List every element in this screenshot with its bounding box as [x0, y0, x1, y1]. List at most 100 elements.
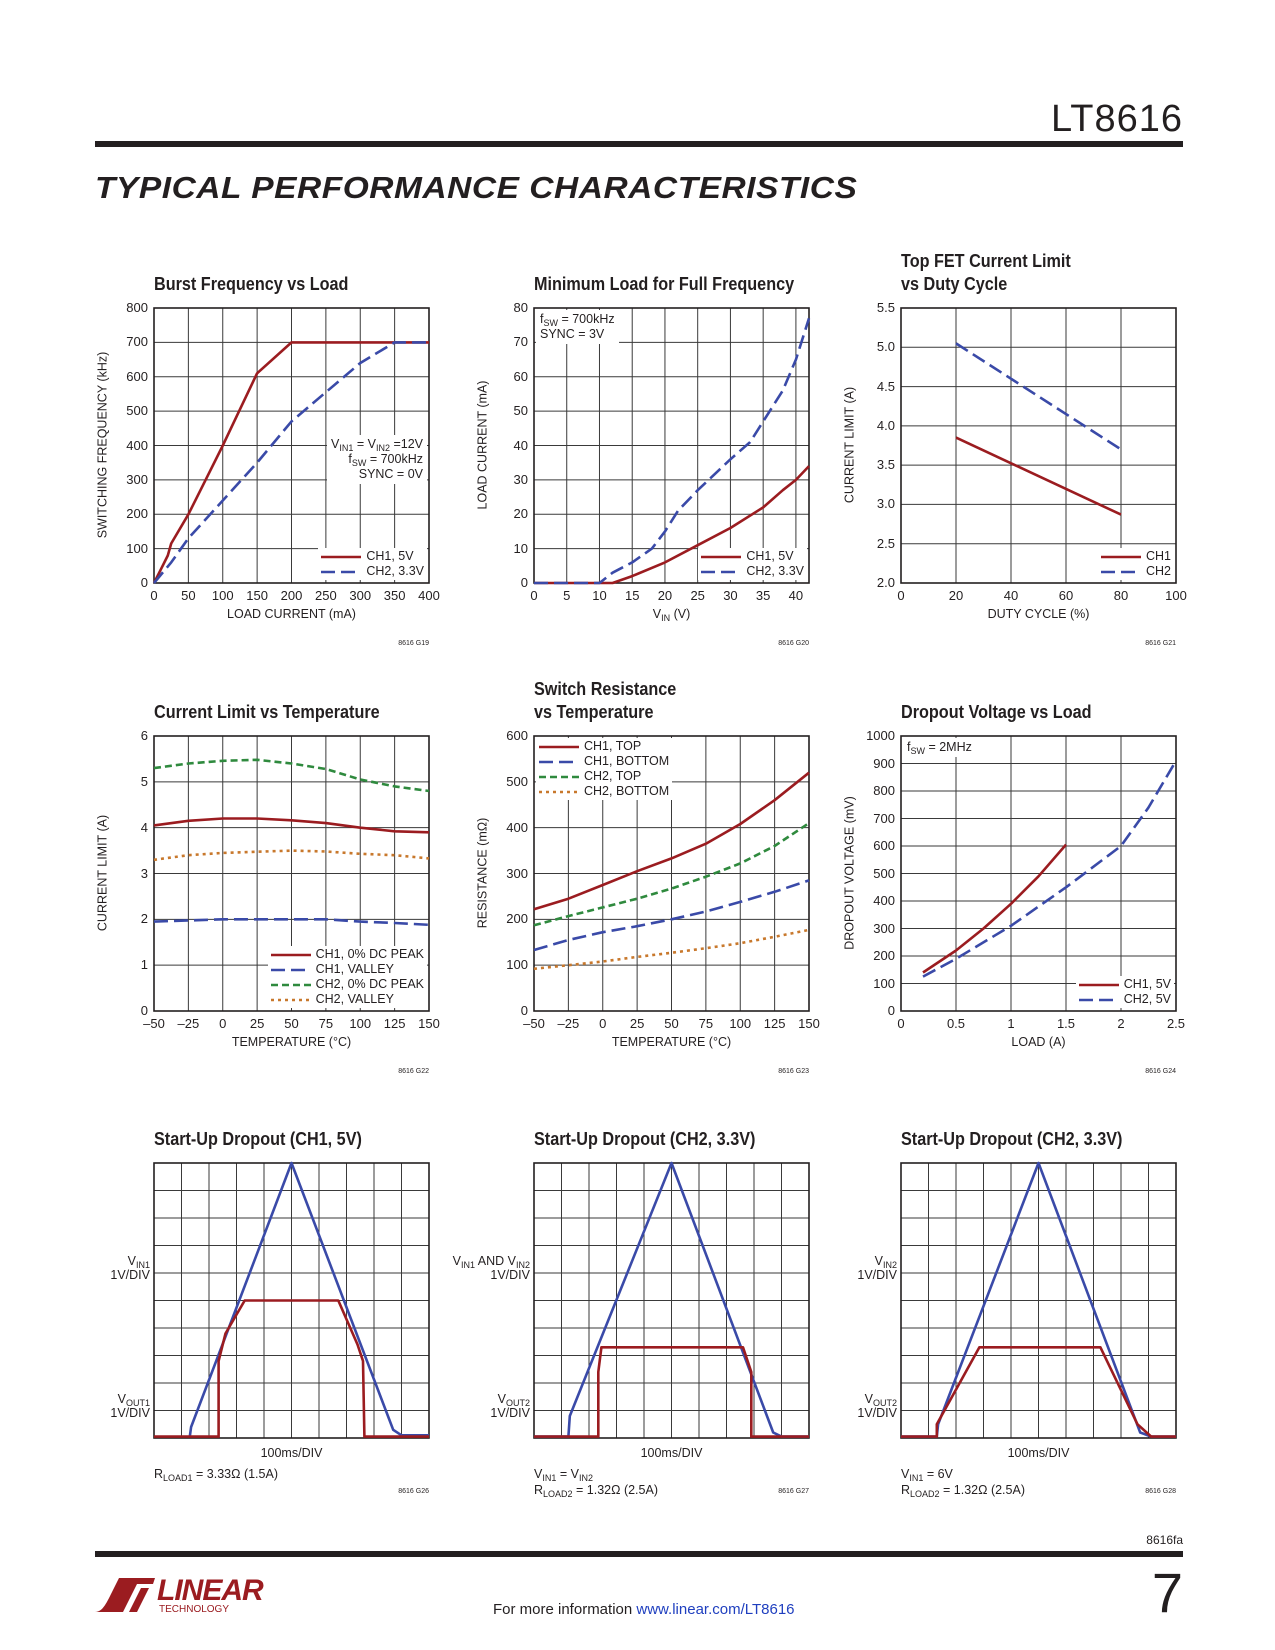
series-line-0	[153, 817, 430, 834]
chart-title: Switch Resistance	[534, 679, 677, 699]
plot-frame	[900, 307, 1177, 584]
x-tick-label: 10	[592, 588, 607, 603]
y-axis-label: CURRENT LIMIT (A)	[842, 386, 856, 503]
y-tick-label: 0	[520, 1003, 528, 1018]
legend-label: CH2, TOP	[584, 769, 642, 783]
x-tick-label: 5	[563, 588, 571, 603]
chart-title: Dropout Voltage vs Load	[901, 702, 1092, 722]
channel-label: VIN2 1V/DIV	[857, 1254, 897, 1282]
legend-item: CH1, VALLEY	[270, 962, 424, 977]
legend-item: CH1, BOTTOM	[539, 754, 669, 769]
legend-swatch	[321, 570, 362, 573]
doc-code: 8616fa	[1146, 1533, 1183, 1547]
legend-item: CH2, 0% DC PEAK	[270, 977, 424, 992]
series-line-0	[922, 843, 1067, 974]
y-tick-label: 1000	[866, 728, 895, 743]
x-tick-label: 60	[1058, 588, 1074, 603]
y-tick-label: 0	[140, 575, 148, 590]
x-tick-label: 25	[249, 1016, 265, 1031]
y-axis-label: DROPOUT VOLTAGE (mV)	[842, 795, 856, 950]
channel-label: VIN1 1V/DIV	[110, 1254, 150, 1282]
plot-frame	[533, 735, 810, 1012]
y-tick-label: 2.5	[876, 535, 895, 551]
x-tick-label: –50	[143, 1016, 165, 1031]
legend-swatch	[321, 555, 362, 558]
channel-label: VOUT1 1V/DIV	[110, 1391, 150, 1420]
y-tick-label: 5.5	[876, 300, 895, 315]
plot-area	[533, 307, 811, 585]
x-tick-label: –25	[557, 1016, 580, 1031]
series-line-1	[534, 317, 811, 585]
legend-item: CH1, 5V	[1078, 977, 1171, 992]
y-tick-label: 5.0	[876, 339, 895, 355]
legend-label: CH2, 5V	[1123, 992, 1171, 1006]
figure-code: 8616 G24	[1145, 1068, 1176, 1075]
section-title: TYPICAL PERFORMANCE CHARACTERISTICS	[95, 170, 858, 205]
legend-swatch	[270, 968, 311, 971]
legend-item: CH2, VALLEY	[270, 992, 424, 1007]
legend-item: CH1, 5V	[701, 549, 804, 564]
plot-area	[900, 735, 1178, 1012]
y-tick-label: 500	[506, 773, 528, 789]
y-tick-label: 100	[873, 975, 895, 991]
legend-swatch	[539, 775, 579, 778]
figure-code: 8616 G27	[778, 1488, 809, 1495]
legend-label: CH1, 5V	[1123, 977, 1171, 991]
figure-code: 8616 G19	[398, 640, 429, 647]
series-line-2	[533, 822, 810, 927]
x-tick-label: 200	[280, 588, 303, 603]
x-tick-label: 0	[530, 588, 538, 603]
y-tick-label: 1	[140, 957, 148, 973]
y-tick-label: 100	[506, 957, 528, 973]
chart-legend: CH1, 5V CH2, 3.3V	[698, 548, 807, 580]
y-tick-label: 2.0	[876, 575, 895, 590]
x-axis-label: VIN (V)	[652, 607, 691, 623]
channel-label: VIN1 AND VIN2 1V/DIV	[452, 1254, 530, 1282]
chart-legend: CH1 CH2	[1097, 548, 1174, 580]
y-tick-label: 500	[873, 865, 895, 881]
y-axis-label: SWITCHING FREQUENCY (kHz)	[95, 351, 109, 538]
series-line-1	[955, 342, 1122, 451]
chart-footnote: RLOAD2 = 1.32Ω (2.5A)	[534, 1483, 658, 1499]
chart-title: Current Limit vs Temperature	[154, 702, 380, 722]
x-tick-label: 75	[698, 1016, 714, 1031]
plot-group	[153, 1161, 430, 1439]
y-tick-label: 0	[520, 575, 528, 590]
chart-title: Minimum Load for Full Frequency	[534, 274, 795, 294]
plot-group	[533, 735, 810, 1012]
y-tick-label: 50	[513, 403, 528, 419]
plot-area	[153, 735, 430, 1012]
website-link[interactable]: www.linear.com/LT8616	[636, 1601, 795, 1618]
legend-item: CH1, 5V	[321, 549, 424, 564]
legend-swatch	[1100, 555, 1141, 558]
y-tick-label: 40	[513, 437, 528, 453]
x-tick-label: 125	[383, 1016, 406, 1031]
y-tick-label: 700	[873, 810, 895, 826]
y-axis-label: RESISTANCE (mΩ)	[475, 817, 489, 928]
legend-swatch	[270, 998, 311, 1001]
chart-title: Burst Frequency vs Load	[154, 274, 349, 294]
x-tick-label: 40	[1003, 588, 1019, 603]
y-tick-label: 200	[873, 948, 895, 963]
x-tick-label: 0.5	[946, 1016, 966, 1031]
y-tick-label: 400	[506, 819, 528, 835]
annotation-line: fSW = 2MHz	[907, 740, 972, 756]
legend-label: CH1, 5V	[746, 549, 794, 563]
legend-item: CH2, 3.3V	[701, 564, 804, 579]
x-tick-label: 20	[948, 588, 964, 603]
series-line-2	[153, 758, 430, 793]
chart-footnote: VIN1 = VIN2	[534, 1467, 593, 1483]
y-tick-label: 300	[506, 865, 528, 881]
legend-item: CH2, BOTTOM	[539, 784, 669, 799]
y-tick-label: 3	[140, 865, 148, 881]
legend-swatch	[701, 570, 742, 573]
series-line-0	[188, 1161, 429, 1437]
series-line-1	[153, 341, 429, 584]
chart-legend: CH1, 5V CH2, 3.3V	[318, 548, 427, 580]
x-axis-label: LOAD CURRENT (mA)	[227, 607, 356, 621]
x-tick-label: 25	[629, 1016, 645, 1031]
plot-frame	[153, 307, 430, 584]
x-axis-label: 100ms/DIV	[260, 1446, 323, 1460]
more-info-prefix: For more information	[493, 1601, 637, 1618]
